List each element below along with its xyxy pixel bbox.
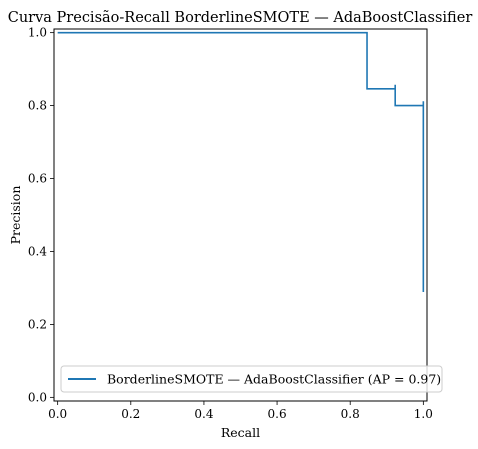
x-tick-label: 0.2 [121, 407, 140, 421]
y-tick-label: 0.6 [28, 172, 47, 186]
x-axis-label: Recall [221, 425, 260, 440]
x-tick-label: 0.8 [341, 407, 360, 421]
legend: BorderlineSMOTE — AdaBoostClassifier (AP… [60, 365, 443, 393]
axis-ticks: 0.0 0.2 0.4 0.6 0.8 1.0 0.0 0.2 0.4 0.6 0.8 1.0 [28, 26, 433, 421]
plot-area [57, 31, 425, 292]
x-tick-label: 0.4 [194, 407, 213, 421]
plot-frame [53, 28, 428, 402]
x-tick-label: 1.0 [414, 407, 433, 421]
x-tick-label: 0.6 [268, 407, 287, 421]
y-tick-label: 0.0 [28, 390, 47, 404]
y-tick-label: 0.4 [28, 244, 47, 258]
x-tick-label: 0.0 [48, 407, 67, 421]
y-tick-label: 0.2 [28, 317, 47, 331]
y-axis-label: Precision [8, 186, 23, 245]
y-tick-label: 0.8 [28, 99, 47, 113]
legend-box [60, 365, 443, 393]
legend-label: BorderlineSMOTE — AdaBoostClassifier (AP… [107, 372, 441, 387]
pr-curve-line [57, 31, 425, 292]
chart-title: Curva Precisão-Recall BorderlineSMOTE — … [8, 10, 473, 26]
y-tick-label: 1.0 [28, 26, 47, 40]
